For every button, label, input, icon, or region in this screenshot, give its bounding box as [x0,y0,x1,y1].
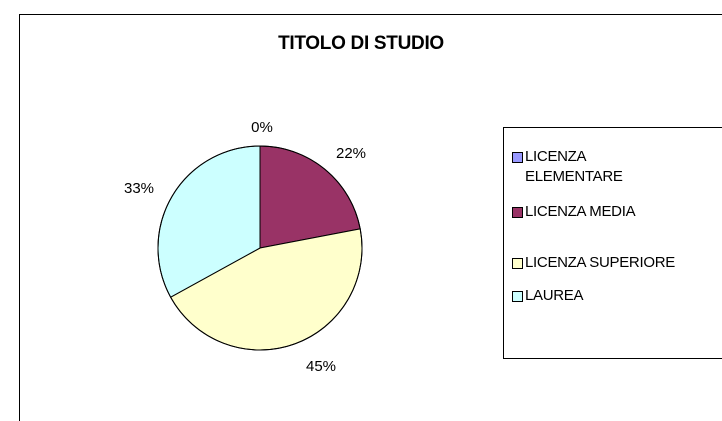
data-label-licenza-media: 22% [336,145,366,162]
legend-swatch-licenza-elementare [512,152,523,163]
legend: LICENZA ELEMENTARE LICENZA MEDIA LICENZA… [503,127,722,359]
legend-item-licenza-superiore: LICENZA SUPERIORE [512,253,722,273]
legend-label: LICENZA SUPERIORE [525,254,675,271]
legend-label: LICENZA MEDIA [525,203,636,220]
data-label-licenza-elementare: 0% [251,119,273,136]
legend-swatch-licenza-superiore [512,258,523,269]
legend-item-licenza-elementare: LICENZA ELEMENTARE [512,147,722,187]
legend-item-laurea: LAUREA [512,286,722,306]
data-label-licenza-superiore: 45% [306,358,336,375]
chart-title: TITOLO DI STUDIO [278,33,444,54]
legend-item-licenza-media: LICENZA MEDIA [512,202,722,222]
data-label-laurea: 33% [124,180,154,197]
pie-outline [157,145,363,351]
legend-swatch-laurea [512,291,523,302]
legend-label: LAUREA [525,287,584,304]
chart-area [19,14,722,421]
legend-label: LICENZA ELEMENTARE [525,148,623,185]
legend-swatch-licenza-media [512,207,523,218]
